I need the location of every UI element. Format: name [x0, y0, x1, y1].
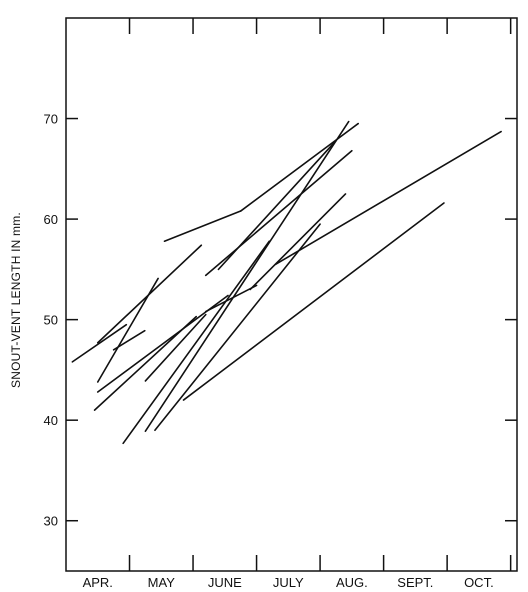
x-tick-label: JUNE	[208, 575, 242, 590]
y-tick-label: 70	[44, 112, 58, 127]
x-tick-label: APR.	[83, 575, 113, 590]
series-line	[182, 202, 445, 401]
series-line	[112, 329, 146, 351]
y-tick-label: 60	[44, 212, 58, 227]
series-line	[122, 240, 271, 445]
series-line	[71, 323, 128, 363]
y-tick-label: 30	[44, 514, 58, 529]
ticks	[66, 18, 517, 571]
series-line	[249, 193, 347, 291]
x-tick-label: JULY	[273, 575, 304, 590]
x-tick-label: AUG.	[336, 575, 368, 590]
series-line	[144, 313, 207, 382]
y-axis-label: SNOUT-VENT LENGTH IN mm.	[9, 212, 23, 388]
series-line	[204, 149, 353, 277]
x-tick-label: MAY	[148, 575, 176, 590]
series-line	[217, 139, 337, 271]
x-tick-label: OCT.	[464, 575, 494, 590]
plot-frame	[65, 17, 518, 572]
series-line	[96, 277, 159, 383]
series-line	[274, 130, 502, 266]
series-line	[204, 284, 258, 313]
series-line	[163, 210, 242, 243]
series-line	[93, 315, 198, 411]
series-line	[154, 223, 321, 432]
tick-labels: 30 40 50 60 70 APR. MAY JUNE JULY AUG. SEPT. OCT.	[44, 112, 494, 590]
y-tick-label: 50	[44, 313, 58, 328]
series-group	[71, 120, 502, 445]
y-tick-label: 40	[44, 413, 58, 428]
x-tick-label: SEPT.	[397, 575, 433, 590]
series-line	[144, 120, 350, 433]
